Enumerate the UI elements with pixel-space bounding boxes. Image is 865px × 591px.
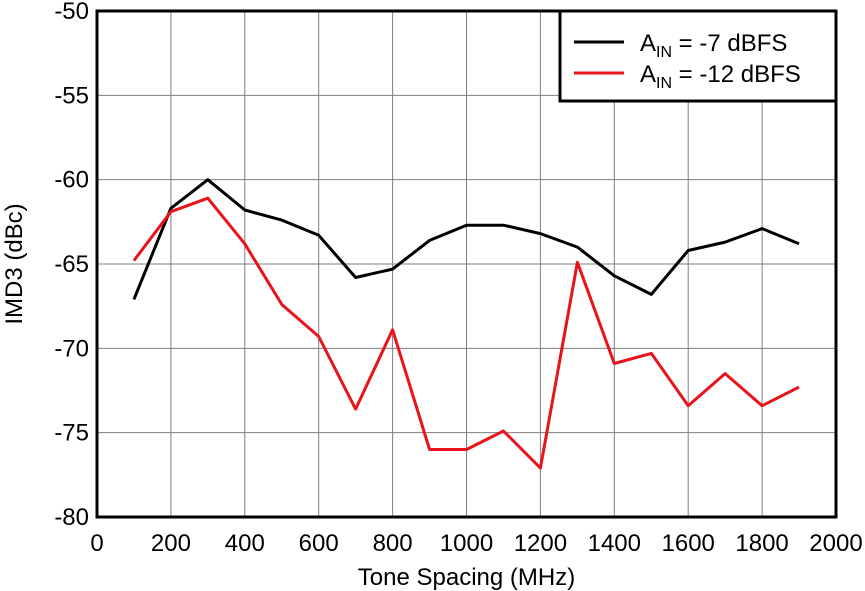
- series-lines: [132, 178, 800, 470]
- x-tick-label: 0: [90, 530, 103, 557]
- x-tick-label: 1800: [735, 530, 788, 557]
- x-tick-label: 1400: [588, 530, 641, 557]
- y-tick-label: -70: [54, 335, 89, 362]
- legend-label-series-1: AIN = -7 dBFS: [640, 30, 787, 61]
- y-tick-label: -60: [54, 167, 89, 194]
- x-tick-label: 1000: [440, 530, 493, 557]
- series-line-2: [132, 196, 800, 470]
- x-tick-label: 400: [225, 530, 265, 557]
- legend: AIN = -7 dBFS AIN = -12 dBFS: [558, 9, 838, 103]
- x-tick-label: 1600: [662, 530, 715, 557]
- y-tick-labels: -80 -75 -70 -65 -60 -55 -50: [54, 0, 89, 531]
- x-tick-label: 600: [299, 530, 339, 557]
- plot-frame: [95, 9, 838, 519]
- y-tick-label: -50: [54, 0, 89, 25]
- y-axis-title: IMD3 (dBc): [1, 203, 28, 324]
- x-tick-label: 800: [373, 530, 413, 557]
- legend-box: [558, 9, 838, 103]
- x-tick-labels: 0 200 400 600 800 1000 1200 1400 1600 1800 2000: [90, 530, 862, 557]
- x-tick-label: 200: [151, 530, 191, 557]
- x-tick-label: 1200: [514, 530, 567, 557]
- legend-label-series-2: AIN = -12 dBFS: [640, 61, 801, 92]
- y-tick-label: -55: [54, 82, 89, 109]
- y-tick-label: -65: [54, 251, 89, 278]
- y-tick-label: -75: [54, 420, 89, 447]
- y-tick-label: -80: [54, 504, 89, 531]
- series-line-1: [132, 178, 800, 300]
- x-axis-title: Tone Spacing (MHz): [358, 564, 575, 591]
- x-tick-label: 2000: [809, 530, 862, 557]
